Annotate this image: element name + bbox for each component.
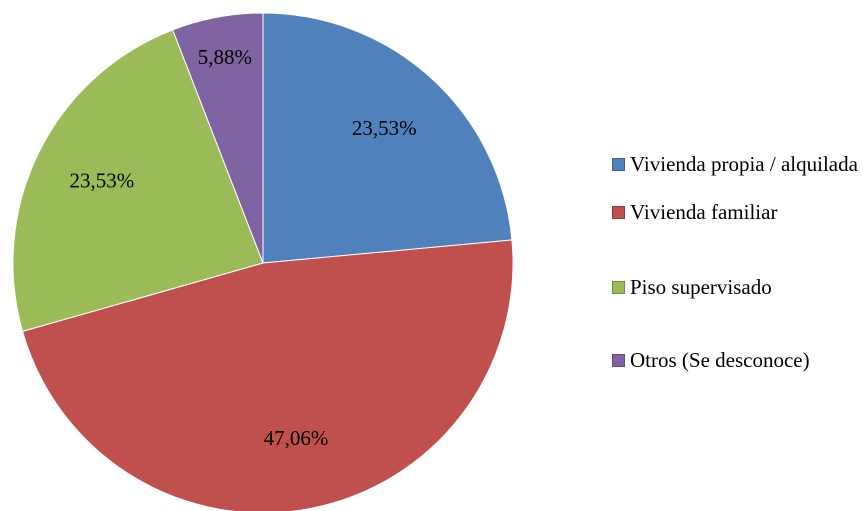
- legend-item: Piso supervisado: [610, 273, 863, 301]
- legend-swatch: [612, 354, 625, 367]
- data-label: 5,88%: [198, 45, 252, 69]
- data-label: 47,06%: [264, 426, 329, 450]
- pie-slice: [12, 29, 264, 333]
- pie-slice: [21, 239, 514, 511]
- legend-label: Vivienda familiar: [630, 200, 778, 224]
- legend-item: Vivienda familiar: [610, 198, 863, 226]
- data-label: 23,53%: [352, 116, 417, 140]
- legend-item: Otros (Se desconoce): [610, 346, 863, 374]
- pie-slice: [262, 12, 513, 264]
- legend-swatch: [612, 206, 625, 219]
- pie-slice: [172, 12, 264, 264]
- legend-label: Piso supervisado: [630, 275, 772, 299]
- data-label: 23,53%: [70, 169, 135, 193]
- legend-swatch: [612, 158, 625, 171]
- legend-swatch: [612, 281, 625, 294]
- legend-item: Vivienda propia / alquilada: [610, 150, 863, 178]
- legend-label: Vivienda propia / alquilada: [630, 152, 858, 176]
- legend-label: Otros (Se desconoce): [630, 348, 810, 372]
- chart: 23,53% 47,06% 23,53% 5,88%: [12, 12, 514, 511]
